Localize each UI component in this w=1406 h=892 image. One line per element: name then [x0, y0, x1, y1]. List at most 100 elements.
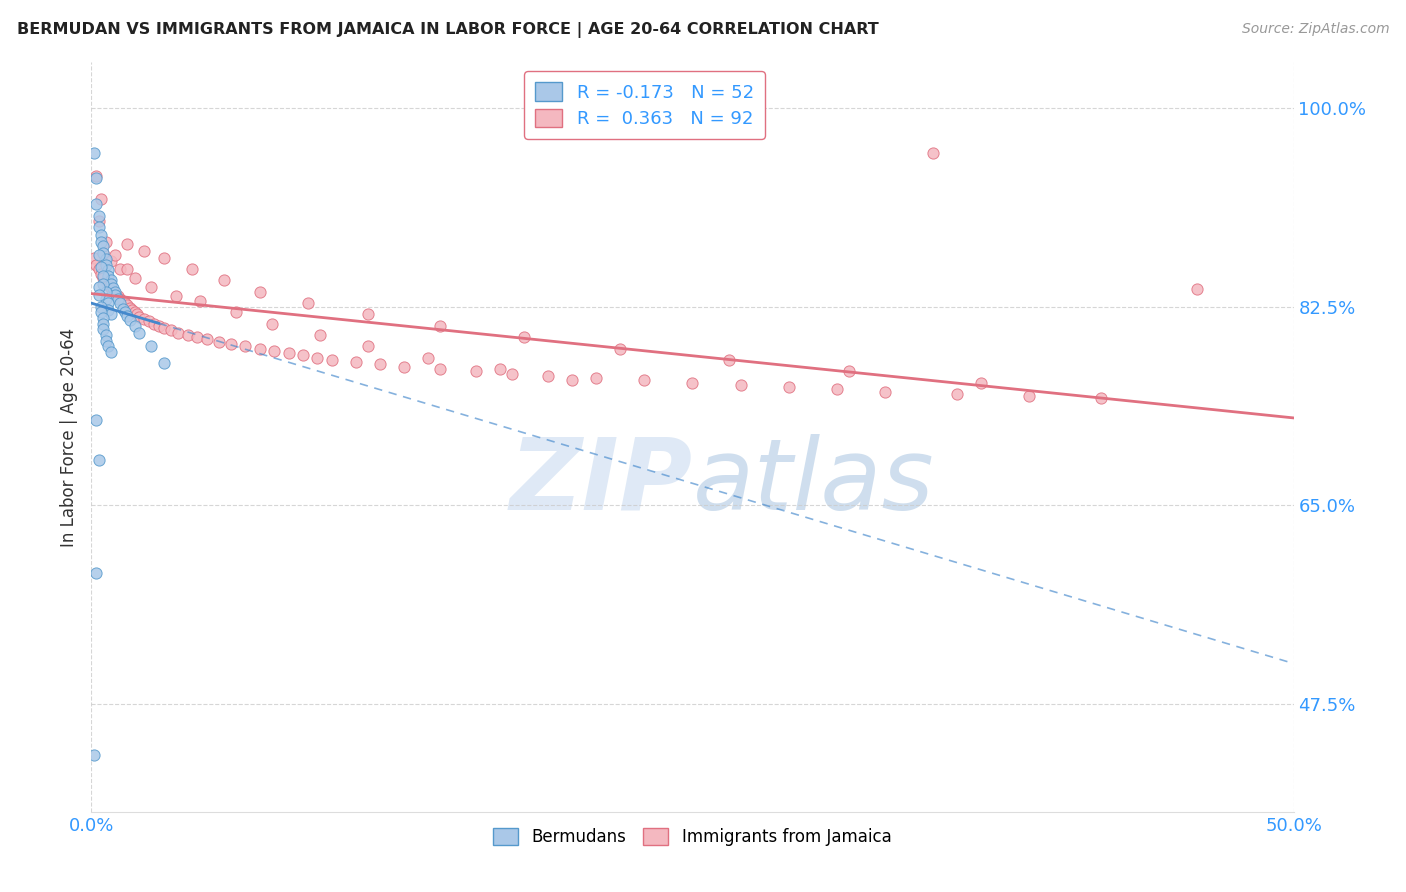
Point — [825, 383, 848, 397]
Point — [357, 339, 380, 353]
Point — [87, 452, 110, 467]
Point — [219, 337, 242, 351]
Point — [83, 747, 105, 762]
Point — [90, 260, 112, 274]
Point — [277, 346, 299, 360]
Point — [94, 327, 117, 342]
Point — [513, 330, 536, 344]
Point — [97, 302, 120, 317]
Point — [87, 248, 110, 262]
Point — [118, 313, 141, 327]
Point — [681, 376, 703, 390]
Point — [111, 293, 134, 308]
Point — [357, 308, 380, 322]
Point — [104, 248, 127, 262]
Point — [97, 268, 120, 283]
Point — [263, 343, 285, 358]
Point — [87, 220, 110, 235]
Point — [321, 352, 343, 367]
Point — [93, 310, 115, 325]
Point — [233, 339, 256, 353]
Point — [100, 281, 122, 295]
Point — [134, 312, 156, 326]
Point — [104, 285, 127, 299]
Point — [93, 277, 115, 291]
Point — [128, 310, 150, 324]
Point — [249, 342, 271, 356]
Point — [141, 280, 163, 294]
Point — [291, 348, 314, 362]
Point — [84, 566, 107, 581]
Point — [392, 359, 415, 374]
Point — [87, 209, 110, 223]
Point — [93, 246, 115, 260]
Point — [87, 262, 110, 277]
Text: Source: ZipAtlas.com: Source: ZipAtlas.com — [1241, 22, 1389, 37]
Point — [94, 235, 117, 249]
Point — [260, 317, 283, 331]
Point — [717, 352, 740, 367]
Point — [489, 362, 512, 376]
Point — [100, 308, 122, 322]
Point — [94, 275, 117, 289]
Point — [121, 302, 143, 317]
Point — [93, 268, 115, 283]
Point — [90, 300, 112, 314]
Point — [93, 322, 115, 336]
Point — [117, 298, 139, 312]
Point — [97, 263, 120, 277]
Point — [100, 273, 122, 287]
Legend: Bermudans, Immigrants from Jamaica: Bermudans, Immigrants from Jamaica — [484, 818, 901, 855]
Point — [110, 262, 132, 277]
Point — [873, 384, 896, 399]
Point — [730, 377, 752, 392]
Point — [308, 327, 330, 342]
Point — [114, 305, 136, 319]
Point — [90, 235, 112, 249]
Point — [152, 321, 174, 335]
Point — [93, 317, 115, 331]
Point — [208, 334, 231, 349]
Point — [90, 192, 112, 206]
Point — [93, 239, 115, 253]
Point — [307, 351, 329, 365]
Point — [111, 301, 134, 316]
Point — [167, 326, 190, 340]
Point — [125, 308, 148, 322]
Point — [195, 333, 218, 347]
Point — [188, 293, 211, 308]
Text: BERMUDAN VS IMMIGRANTS FROM JAMAICA IN LABOR FORCE | AGE 20-64 CORRELATION CHART: BERMUDAN VS IMMIGRANTS FROM JAMAICA IN L… — [17, 22, 879, 38]
Point — [344, 355, 367, 369]
Point — [124, 318, 146, 333]
Point — [93, 246, 115, 260]
Point — [249, 285, 271, 299]
Point — [107, 292, 129, 306]
Point — [84, 169, 107, 183]
Point — [107, 289, 129, 303]
Text: atlas: atlas — [692, 434, 934, 531]
Point — [117, 262, 139, 277]
Point — [84, 197, 107, 211]
Point — [118, 301, 141, 315]
Point — [110, 296, 132, 310]
Point — [114, 296, 136, 310]
Point — [94, 258, 117, 272]
Point — [94, 285, 117, 299]
Point — [84, 413, 107, 427]
Point — [946, 387, 969, 401]
Point — [609, 342, 631, 356]
Point — [186, 330, 208, 344]
Point — [94, 292, 117, 306]
Point — [87, 280, 110, 294]
Point — [117, 237, 139, 252]
Point — [922, 146, 945, 161]
Point — [176, 327, 198, 342]
Point — [138, 314, 160, 328]
Point — [501, 367, 523, 381]
Point — [134, 244, 156, 258]
Point — [117, 309, 139, 323]
Point — [83, 146, 105, 161]
Point — [100, 345, 122, 359]
Point — [90, 305, 112, 319]
Point — [101, 285, 124, 299]
